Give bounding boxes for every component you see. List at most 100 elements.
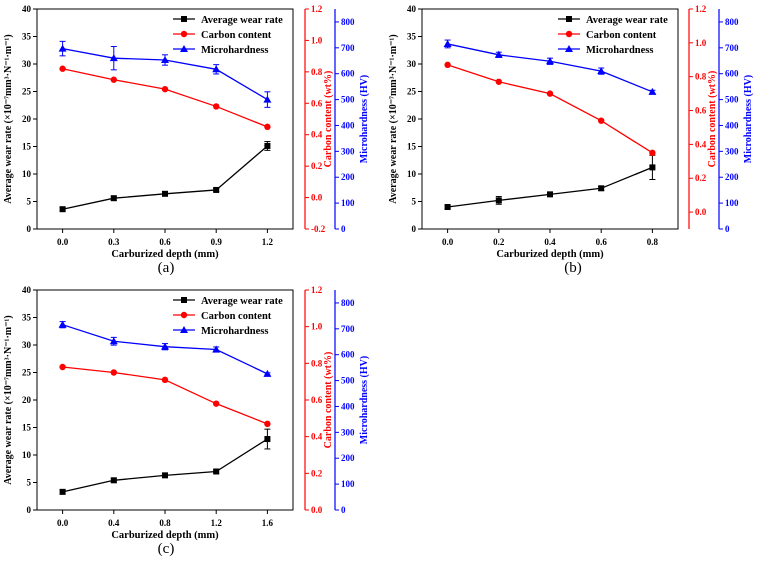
y2-tick-label: 1.2	[311, 285, 323, 295]
x-tick-label: 0.9	[211, 237, 223, 247]
y3-tick-label: 300	[341, 146, 355, 156]
y2-tick-label: 1.2	[311, 4, 323, 14]
data-point-circle	[598, 117, 605, 124]
y2-axis-label: Carbon content (wt%)	[707, 71, 718, 168]
data-point-triangle	[494, 50, 503, 58]
y3-tick-label: 800	[725, 17, 739, 27]
y3-tick-label: 0	[725, 224, 730, 234]
y2-tick-label: 0.8	[311, 67, 323, 77]
y3-tick-label: 0	[341, 505, 346, 515]
series-line-circle	[447, 64, 653, 154]
data-point-triangle	[263, 95, 272, 103]
legend-label: Average wear rate	[201, 15, 283, 26]
y-tick-label: 5	[27, 197, 32, 207]
y3-tick-label: 500	[341, 95, 355, 105]
data-point-triangle	[648, 87, 657, 95]
y3-tick-label: 700	[725, 43, 739, 53]
legend-marker-square	[566, 16, 572, 22]
y-tick-label: 35	[407, 32, 417, 42]
series-line-square	[62, 438, 268, 493]
y-tick-label: 15	[407, 142, 417, 152]
y2-tick-label: 1.0	[695, 38, 707, 48]
y3-tick-label: 300	[341, 427, 355, 437]
data-point-triangle	[597, 67, 606, 75]
data-point-circle	[161, 376, 169, 384]
y3-tick-label: 600	[725, 69, 739, 79]
data-point-circle	[264, 420, 271, 428]
data-point-square	[547, 191, 553, 198]
data-point-circle	[444, 61, 451, 69]
data-point-triangle	[109, 54, 118, 62]
y-tick-label: 0	[27, 224, 32, 234]
legend-marker-triangle	[565, 45, 573, 52]
y3-tick-label: 500	[725, 95, 739, 105]
y3-tick-label: 600	[341, 69, 355, 79]
chart-panel-1: 0.0 0.3 0.6 0.9 1.2 Carburized depth (mm) 0 5 10…	[3, 4, 370, 276]
x-tick-label: 0.6	[596, 237, 608, 247]
y2-tick-label: 1.0	[311, 35, 323, 45]
legend-label: Carbon content	[201, 30, 272, 41]
y3-axis-label: Microhardness (HV)	[743, 75, 754, 163]
data-point-square	[213, 186, 220, 193]
y3-axis-label: Microhardness (HV)	[359, 75, 370, 163]
y-tick-label: 5	[412, 197, 417, 207]
data-point-circle	[495, 78, 502, 85]
y-tick-label: 20	[22, 114, 32, 124]
y2-tick-label: 0.0	[695, 207, 707, 217]
y3-tick-label: 800	[341, 298, 355, 308]
x-axis-label: Carburized depth (mm)	[496, 249, 604, 260]
legend-marker-triangle	[180, 326, 188, 333]
data-point-square	[213, 468, 220, 475]
legend-label: Carbon content	[586, 30, 657, 41]
y-tick-label: 25	[22, 368, 32, 378]
y-axis-label: Average wear rate (×10⁻⁷mm³·N⁻¹·m⁻¹)	[3, 34, 14, 204]
y3-tick-label: 400	[341, 401, 355, 411]
y-tick-label: 40	[407, 4, 417, 14]
y2-tick-label: 0.6	[311, 98, 323, 108]
x-tick-label: 0.4	[108, 518, 120, 528]
y3-tick-label: 200	[725, 172, 739, 182]
y-tick-label: 20	[22, 395, 32, 405]
y2-tick-label: 1.0	[311, 322, 323, 332]
y3-tick-label: 200	[341, 453, 355, 463]
y3-tick-label: 200	[341, 172, 355, 182]
y2-axis-label: Carbon content (wt%)	[323, 71, 334, 168]
legend-marker-square	[181, 16, 187, 22]
legend-marker-triangle	[180, 45, 188, 52]
legend-label: Average wear rate	[586, 15, 668, 26]
y2-tick-label: 0.4	[311, 432, 323, 442]
y-tick-label: 0	[412, 224, 417, 234]
x-axis-label: Carburized depth (mm)	[111, 249, 219, 260]
data-point-circle	[59, 363, 66, 371]
y-tick-label: 30	[407, 59, 417, 69]
y3-tick-label: 0	[341, 224, 346, 234]
y3-tick-label: 300	[725, 146, 739, 156]
y-tick-label: 25	[407, 87, 417, 97]
legend-marker-circle	[565, 30, 573, 38]
x-tick-label: 1.6	[262, 518, 274, 528]
data-point-triangle	[212, 65, 221, 73]
chart-panel-2: 0.0 0.2 0.4 0.6 0.8 Carburized depth (mm) 0 5 10…	[388, 4, 754, 276]
y2-tick-label: 1.2	[695, 4, 707, 14]
y3-tick-label: 600	[341, 350, 355, 360]
legend-marker-circle	[180, 311, 188, 319]
x-tick-label: 0.2	[493, 237, 505, 247]
y2-tick-label: 0.0	[311, 505, 323, 515]
x-tick-label: 0.3	[108, 237, 120, 247]
data-point-triangle	[161, 55, 169, 63]
data-point-circle	[110, 76, 118, 83]
data-point-square	[110, 477, 117, 484]
data-point-square	[264, 142, 271, 149]
data-point-circle	[161, 85, 169, 93]
data-point-circle	[110, 369, 118, 376]
data-point-square	[444, 204, 451, 210]
y2-tick-label: 0.6	[695, 106, 707, 116]
data-point-triangle	[58, 320, 67, 328]
data-point-triangle	[546, 57, 554, 65]
y2-tick-label: 0.4	[695, 139, 707, 149]
data-point-triangle	[109, 337, 118, 345]
y-tick-label: 10	[407, 169, 417, 179]
y-tick-label: 0	[27, 505, 32, 515]
data-point-square	[264, 436, 271, 443]
y3-tick-label: 100	[725, 198, 739, 208]
